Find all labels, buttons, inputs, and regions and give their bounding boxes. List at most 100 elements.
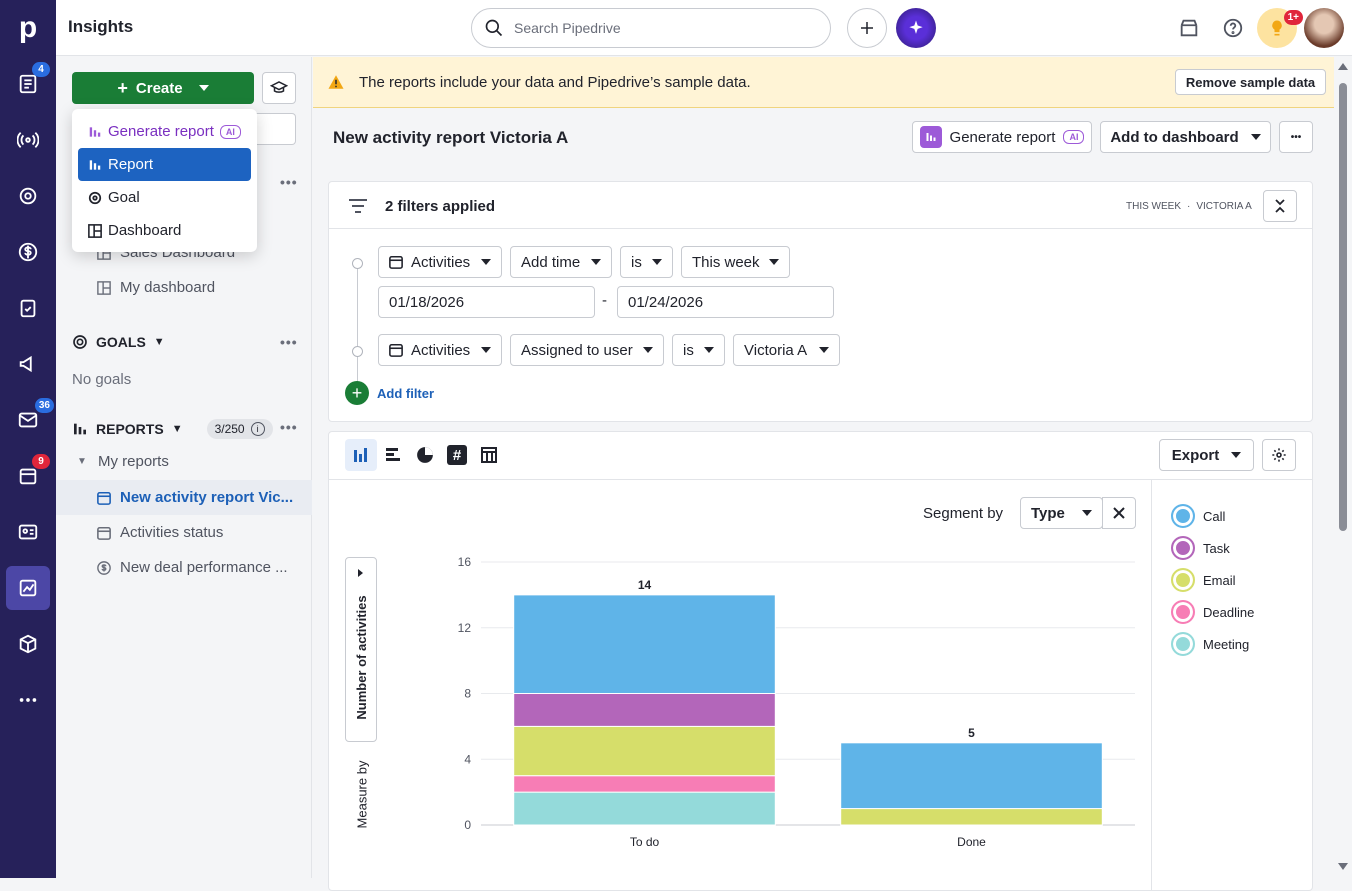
- close-icon: [1113, 507, 1125, 519]
- menu-item-generate-report[interactable]: Generate report AI: [78, 115, 251, 148]
- campaigns-nav[interactable]: [6, 342, 50, 386]
- more-nav[interactable]: [6, 678, 50, 722]
- goals-more-icon[interactable]: •••: [280, 334, 298, 350]
- reports-header[interactable]: REPORTS ▼ 3/250 i: [72, 419, 273, 439]
- table-tab[interactable]: [473, 439, 505, 471]
- contacts-nav[interactable]: [6, 510, 50, 554]
- legend-item-task[interactable]: Task: [1171, 532, 1254, 564]
- report-title[interactable]: New activity report Victoria A: [333, 128, 569, 147]
- sidebar-item-activity-report[interactable]: New activity report Vic...: [56, 480, 312, 515]
- legend-item-email[interactable]: Email: [1171, 564, 1254, 596]
- pie-chart-tab[interactable]: [409, 439, 441, 471]
- filter1-operator-select[interactable]: is: [620, 246, 673, 278]
- add-filter-button[interactable]: + Add filter: [345, 381, 434, 405]
- bar-segment-deadline[interactable]: [513, 775, 776, 793]
- date-to-input[interactable]: 01/24/2026: [617, 286, 834, 318]
- menu-item-report[interactable]: Report: [78, 148, 251, 181]
- menu-item-dashboard[interactable]: Dashboard: [78, 214, 251, 247]
- add-to-dashboard-button[interactable]: Add to dashboard: [1100, 121, 1271, 153]
- y-tick-label: 8: [464, 687, 471, 701]
- reports-count-badge: 3/250 i: [206, 419, 273, 439]
- date-from-input[interactable]: 01/18/2026: [378, 286, 595, 318]
- tasks-nav[interactable]: [6, 286, 50, 330]
- create-button[interactable]: + Create: [72, 72, 254, 104]
- page-scrollbar[interactable]: [1334, 57, 1352, 878]
- chevron-down-icon: [769, 259, 779, 265]
- segment-by-select[interactable]: Type: [1020, 497, 1103, 529]
- bar-segment-task[interactable]: [513, 693, 776, 727]
- more-options-button[interactable]: •••: [1279, 121, 1313, 153]
- clear-segment-button[interactable]: [1102, 497, 1136, 529]
- menu-item-goal[interactable]: Goal: [78, 181, 251, 214]
- filter1-field-select[interactable]: Add time: [510, 246, 612, 278]
- divider: [329, 228, 1312, 229]
- filter1-value-select[interactable]: This week: [681, 246, 790, 278]
- projects-nav[interactable]: [6, 174, 50, 218]
- pipedrive-logo[interactable]: p: [18, 11, 38, 44]
- target-icon: [19, 187, 37, 205]
- bar-segment-call[interactable]: [840, 742, 1103, 810]
- column-chart-tab[interactable]: [345, 439, 377, 471]
- dashboards-more-icon[interactable]: •••: [280, 174, 298, 190]
- products-nav[interactable]: [6, 622, 50, 666]
- measure-by-select[interactable]: Number of activities: [345, 557, 377, 742]
- ai-badge: AI: [1063, 130, 1085, 144]
- ai-badge: AI: [219, 124, 241, 139]
- legend-item-meeting[interactable]: Meeting: [1171, 628, 1254, 660]
- chart-settings-button[interactable]: [1262, 439, 1296, 471]
- sales-nav[interactable]: [6, 230, 50, 274]
- avatar[interactable]: [1304, 8, 1344, 48]
- filter1-entity-select[interactable]: Activities: [378, 246, 502, 278]
- collapse-filters-button[interactable]: [1263, 190, 1297, 222]
- filter2-entity: Activities: [411, 341, 471, 359]
- bar-segment-email[interactable]: [513, 725, 776, 777]
- my-reports-folder[interactable]: ▼ My reports: [56, 444, 312, 479]
- leads-nav[interactable]: 4: [6, 62, 50, 106]
- bar-chart-tab[interactable]: [377, 439, 409, 471]
- remove-sample-data-button[interactable]: Remove sample data: [1175, 69, 1326, 95]
- filter2-value-select[interactable]: Victoria A: [733, 334, 840, 366]
- filter-icon[interactable]: [348, 197, 368, 215]
- export-button[interactable]: Export: [1159, 439, 1254, 471]
- legend-item-call[interactable]: Call: [1171, 500, 1254, 532]
- plus-icon: [861, 22, 873, 34]
- help-button[interactable]: [1213, 8, 1253, 48]
- scrollbar-thumb[interactable]: [1339, 83, 1347, 531]
- scroll-down-icon[interactable]: [1338, 863, 1348, 870]
- insights-nav[interactable]: [6, 566, 50, 610]
- generate-report-button[interactable]: Generate report AI: [912, 121, 1092, 153]
- search-input[interactable]: Search Pipedrive: [471, 8, 831, 48]
- deals-nav[interactable]: [6, 118, 50, 162]
- scorecard-tab[interactable]: #: [441, 439, 473, 471]
- chevron-down-icon: ▼: [153, 336, 165, 348]
- scroll-up-icon[interactable]: [1338, 63, 1348, 70]
- goals-header[interactable]: GOALS ▼: [72, 334, 165, 350]
- marketplace-button[interactable]: [1169, 8, 1209, 48]
- learn-button[interactable]: [262, 72, 296, 104]
- legend-item-deadline[interactable]: Deadline: [1171, 596, 1254, 628]
- legend-divider: [1151, 480, 1152, 890]
- sidebar-item-my-dashboard[interactable]: My dashboard: [56, 270, 312, 305]
- measure-by-value: Number of activities: [354, 595, 369, 720]
- sidebar-item-deal-performance[interactable]: New deal performance ...: [56, 550, 312, 585]
- bar-segment-meeting[interactable]: [513, 791, 776, 826]
- reports-more-icon[interactable]: •••: [280, 419, 298, 435]
- bar-segment-email[interactable]: [840, 808, 1103, 826]
- bar-segment-call[interactable]: [513, 594, 776, 694]
- activities-nav[interactable]: 9: [6, 454, 50, 498]
- lightbulb-icon: [1272, 20, 1282, 36]
- filter2-operator-select[interactable]: is: [672, 334, 725, 366]
- notifications-button[interactable]: 1+: [1257, 8, 1303, 48]
- mail-nav[interactable]: 36: [6, 398, 54, 442]
- info-icon[interactable]: i: [250, 422, 265, 436]
- chevron-down-icon: [198, 85, 209, 91]
- sidebar-item-activities-status[interactable]: Activities status: [56, 515, 312, 550]
- goal-icon: [73, 335, 87, 349]
- ai-assistant-button[interactable]: [896, 8, 936, 48]
- filter2-field-select[interactable]: Assigned to user: [510, 334, 664, 366]
- sidebar-search-input[interactable]: [256, 113, 296, 145]
- quick-add-button[interactable]: [847, 8, 887, 48]
- calendar-icon: [389, 255, 403, 269]
- chevron-down-icon: [1231, 452, 1242, 458]
- filter2-entity-select[interactable]: Activities: [378, 334, 502, 366]
